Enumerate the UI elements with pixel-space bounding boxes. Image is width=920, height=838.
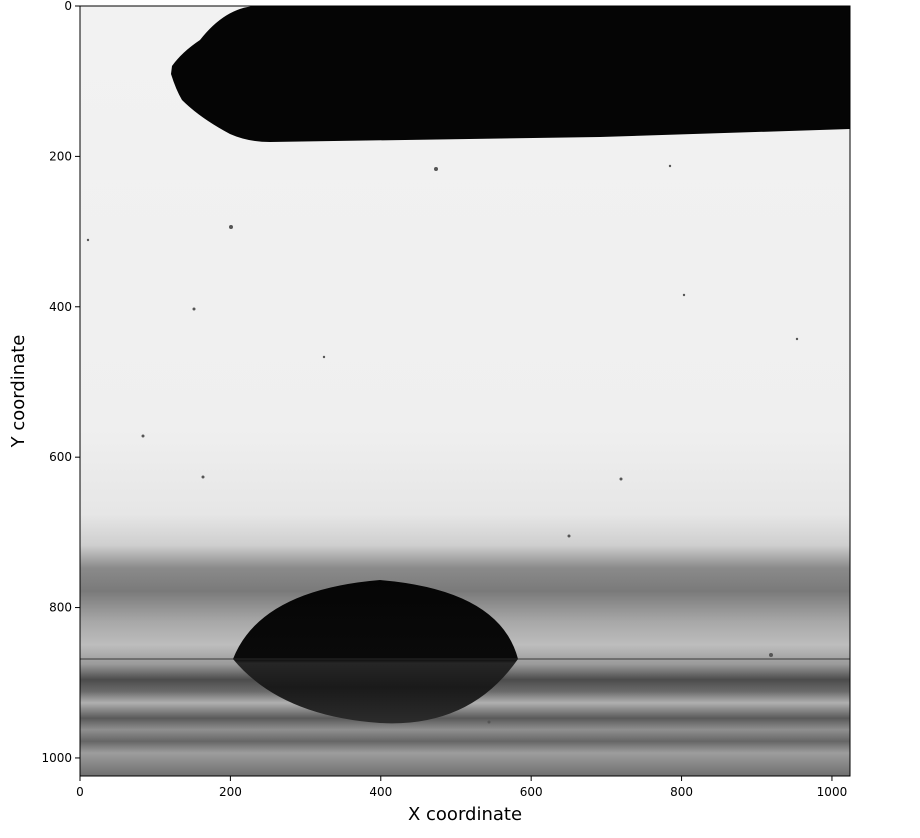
y-tick-label: 1000 <box>41 751 72 765</box>
y-tick-label: 400 <box>49 300 72 314</box>
x-axis: 0 200 400 600 800 1000 <box>76 776 847 799</box>
droplet-silhouette <box>233 580 518 724</box>
y-tick-label: 200 <box>49 149 72 163</box>
x-tick-label: 600 <box>520 785 543 799</box>
x-axis-title: X coordinate <box>408 804 522 825</box>
x-tick-label: 800 <box>670 785 693 799</box>
y-tick-label: 0 <box>64 0 72 13</box>
y-axis: 0 200 400 600 800 1000 <box>41 0 80 765</box>
x-tick-label: 0 <box>76 785 84 799</box>
plot-frame <box>79 5 851 777</box>
x-tick-label: 1000 <box>817 785 848 799</box>
x-tick-label: 200 <box>219 785 242 799</box>
y-axis-title: Y coordinate <box>8 335 29 449</box>
needle-silhouette <box>171 6 850 142</box>
image-area <box>80 6 850 776</box>
y-tick-label: 600 <box>49 450 72 464</box>
x-tick-label: 400 <box>369 785 392 799</box>
y-tick-label: 800 <box>49 601 72 615</box>
dust-specks <box>86 164 799 724</box>
